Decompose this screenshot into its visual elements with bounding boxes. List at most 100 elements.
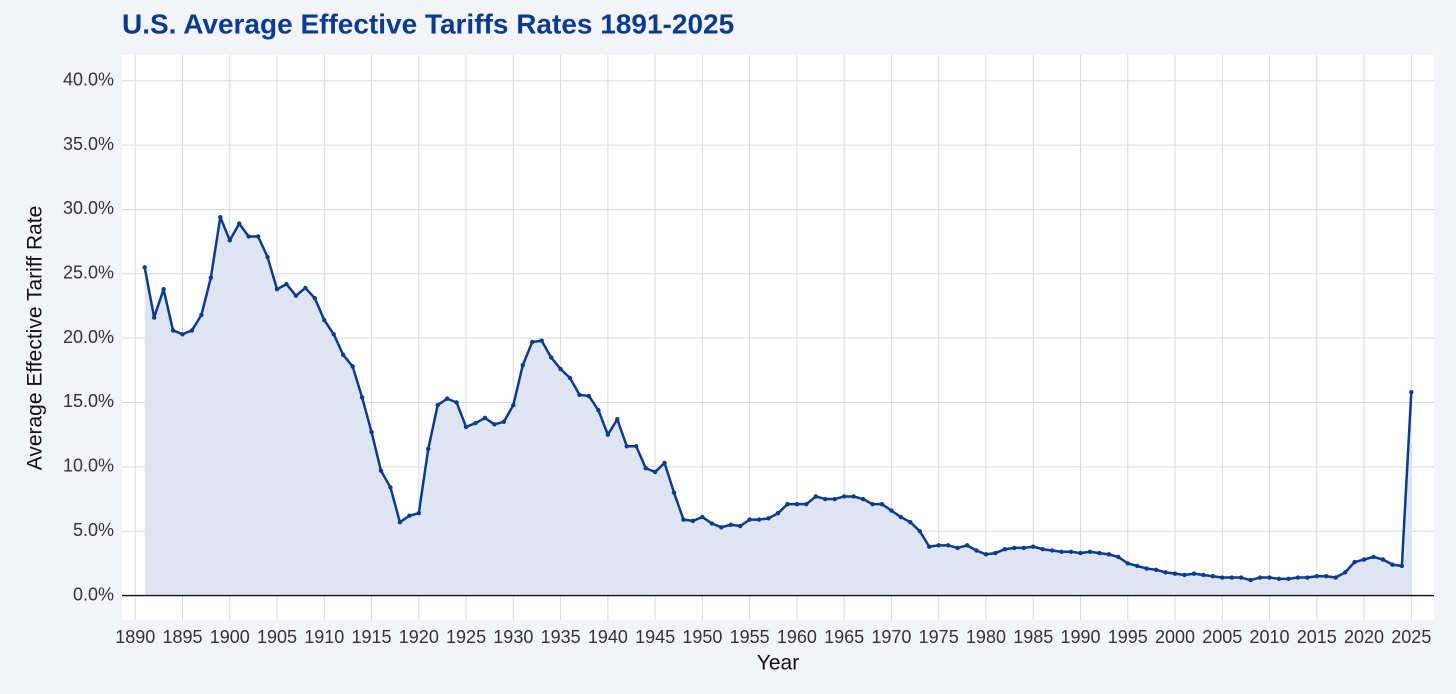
point xyxy=(218,214,223,220)
y-tick-label: 35.0% xyxy=(63,134,114,154)
point xyxy=(1144,566,1149,571)
point xyxy=(785,501,790,507)
point xyxy=(766,516,771,521)
point xyxy=(1021,545,1026,551)
point xyxy=(974,548,979,553)
point xyxy=(823,496,828,502)
point xyxy=(851,494,856,499)
point xyxy=(199,312,204,318)
y-axis-label: Average Effective Tariff Rate xyxy=(24,206,47,471)
point xyxy=(511,402,516,408)
point xyxy=(1153,567,1159,573)
point xyxy=(643,465,648,471)
point xyxy=(142,265,147,270)
point xyxy=(548,355,554,360)
point xyxy=(719,525,724,530)
x-tick-label: 1945 xyxy=(635,627,675,647)
y-tick-label: 30.0% xyxy=(63,198,114,218)
x-tick-label: 1955 xyxy=(730,627,770,647)
point xyxy=(832,496,837,502)
x-tick-label: 1965 xyxy=(824,627,864,647)
point xyxy=(936,543,941,548)
point xyxy=(775,510,781,516)
point xyxy=(189,328,195,333)
point xyxy=(1059,549,1064,554)
point xyxy=(927,544,932,549)
x-tick-label: 2005 xyxy=(1202,627,1242,647)
point xyxy=(652,469,658,475)
point xyxy=(700,514,705,520)
y-tick-label: 15.0% xyxy=(63,391,114,411)
point xyxy=(151,315,157,320)
point xyxy=(1040,547,1045,552)
x-tick-label: 1920 xyxy=(399,627,439,647)
point xyxy=(1220,575,1225,580)
point xyxy=(756,517,762,522)
x-tick-label: 1890 xyxy=(115,627,155,647)
x-tick-label: 1985 xyxy=(1013,627,1053,647)
point xyxy=(1125,561,1130,566)
point xyxy=(435,402,440,408)
point xyxy=(426,446,431,452)
point xyxy=(416,510,422,516)
point xyxy=(1163,570,1168,575)
x-tick-label: 1990 xyxy=(1060,627,1100,647)
point xyxy=(473,420,478,426)
x-tick-label: 1940 xyxy=(588,627,628,647)
x-tick-label: 2025 xyxy=(1391,627,1431,647)
point xyxy=(634,444,639,449)
point xyxy=(945,543,951,548)
y-tick-label: 5.0% xyxy=(73,520,114,540)
point xyxy=(955,545,960,551)
point xyxy=(624,444,629,449)
point xyxy=(728,522,733,527)
point xyxy=(407,513,412,518)
point xyxy=(993,550,998,556)
x-tick-label: 1980 xyxy=(966,627,1006,647)
x-tick-label: 1995 xyxy=(1108,627,1148,647)
point xyxy=(1342,570,1348,575)
x-tick-label: 1910 xyxy=(304,627,344,647)
point xyxy=(454,400,459,405)
point xyxy=(1182,572,1187,578)
point xyxy=(397,519,403,525)
point xyxy=(530,339,535,345)
point xyxy=(208,275,214,280)
point xyxy=(917,528,922,534)
point xyxy=(1295,575,1301,580)
y-tick-label: 20.0% xyxy=(63,327,114,347)
point xyxy=(567,375,573,381)
area xyxy=(144,217,1412,596)
point xyxy=(596,408,601,413)
y-tick-label: 25.0% xyxy=(63,263,114,283)
point xyxy=(1371,554,1376,560)
point xyxy=(492,422,497,427)
point xyxy=(681,517,686,522)
point xyxy=(340,352,346,358)
chart-title: U.S. Average Effective Tariffs Rates 189… xyxy=(122,8,734,39)
point xyxy=(709,521,715,526)
x-tick-label: 2015 xyxy=(1297,627,1337,647)
point xyxy=(227,238,232,243)
x-tick-label: 1930 xyxy=(493,627,533,647)
point xyxy=(331,332,336,337)
y-tick-label: 0.0% xyxy=(73,584,114,604)
x-tick-label: 1915 xyxy=(352,627,392,647)
point xyxy=(1229,575,1234,580)
point xyxy=(1333,575,1338,580)
point xyxy=(312,296,318,301)
point xyxy=(1068,549,1074,554)
point xyxy=(520,362,525,368)
point xyxy=(388,485,393,490)
point xyxy=(161,287,166,292)
point xyxy=(1106,552,1112,557)
point xyxy=(1305,575,1310,580)
point xyxy=(1267,575,1272,580)
x-tick-label: 1970 xyxy=(871,627,911,647)
point xyxy=(898,514,904,520)
point xyxy=(1210,574,1216,579)
point xyxy=(246,234,251,239)
point xyxy=(1248,577,1253,583)
point xyxy=(1276,576,1282,582)
